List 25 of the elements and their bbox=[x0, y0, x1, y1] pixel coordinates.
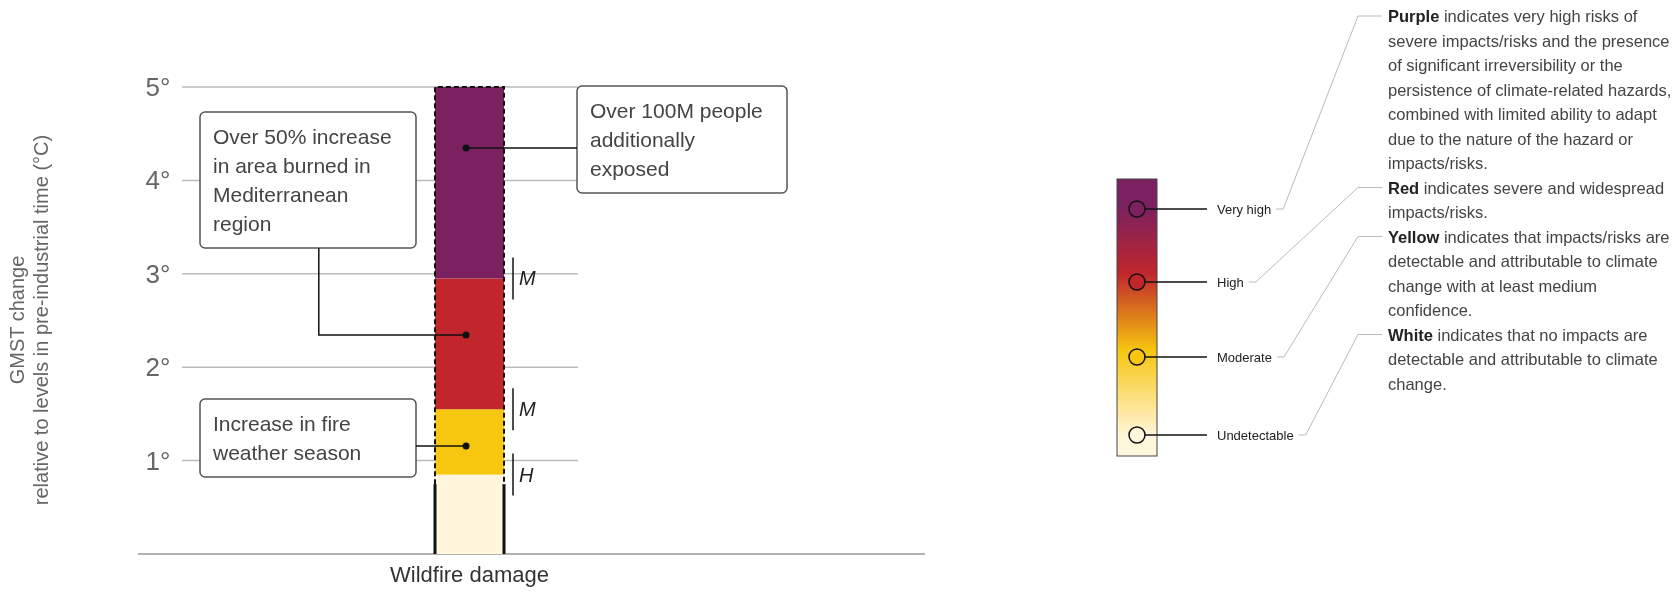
text: Purple indicates very high risks of severe impacts/risks and the presence of significant irreversibility or the persistence of climate-related hazards, combined with limited ability to adapt due to the nature of the hazard or impacts/risks. bbox=[1388, 7, 1672, 172]
y-tick-label: 2° bbox=[145, 352, 171, 383]
x-tick-label: Wildfire damage bbox=[390, 562, 549, 587]
bar bbox=[435, 409, 504, 475]
text: Undetectable bbox=[1217, 427, 1294, 443]
text: White indicates that no impacts are detectable and attributable to climate change. bbox=[1388, 325, 1658, 393]
text: Red indicates severe and widespread impacts/risks. bbox=[1388, 178, 1665, 221]
y-tick-label: 1° bbox=[145, 445, 171, 476]
bar bbox=[435, 87, 504, 279]
annotation: M bbox=[519, 398, 536, 421]
text: Very high bbox=[1217, 201, 1272, 217]
text: High bbox=[1217, 274, 1244, 290]
y-tick-label: 3° bbox=[145, 258, 171, 289]
annotation: H bbox=[519, 463, 534, 486]
annotation: Over 50% increase in area burned in Mediterranean region bbox=[213, 125, 392, 235]
bar bbox=[435, 474, 504, 554]
y-axis-title: GMST change relative to levels in pre-industrial time (°C) bbox=[6, 134, 52, 506]
bar bbox=[435, 278, 504, 410]
text: Over 100M people additionally exposed bbox=[590, 99, 763, 180]
annotation: M bbox=[519, 267, 536, 290]
text: Moderate bbox=[1217, 349, 1272, 365]
text: Yellow indicates that impacts/risks are detectable and attributable to climate change with at least medium confidence. bbox=[1388, 227, 1670, 319]
y-tick-label: 5° bbox=[145, 72, 171, 102]
y-tick-label: 4° bbox=[145, 165, 171, 196]
annotation: Increase in fire weather season bbox=[212, 412, 362, 464]
